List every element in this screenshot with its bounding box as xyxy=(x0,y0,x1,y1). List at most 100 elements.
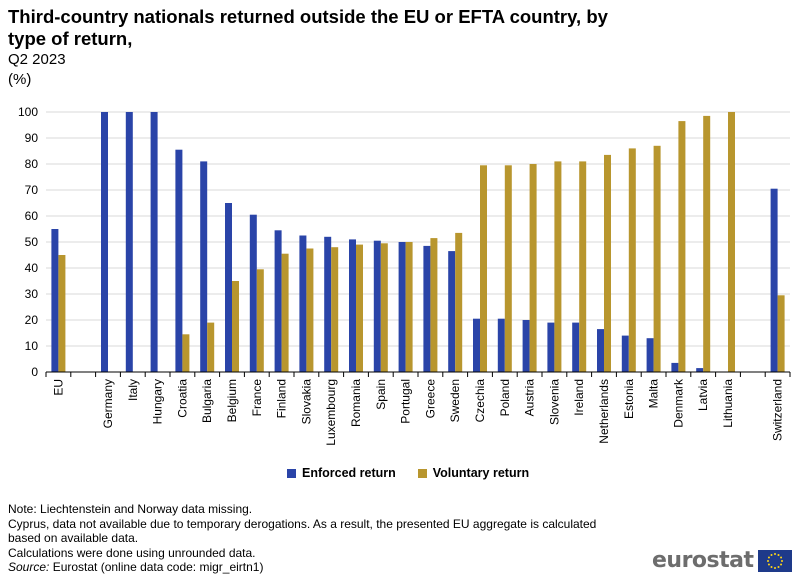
bar-enforced xyxy=(225,203,232,372)
x-tick-label: Latvia xyxy=(696,379,710,411)
flag-star xyxy=(779,563,782,565)
flag-star xyxy=(770,565,773,568)
bar-chart: 0 10 20 30 40 50 60 70 80 90 100 EU Germany Italy Hung… xyxy=(18,105,791,446)
bar-voluntary xyxy=(653,145,661,372)
y-tick-label: 70 xyxy=(25,183,39,197)
x-tick-label: Romania xyxy=(349,379,363,427)
bar-enforced xyxy=(349,239,356,372)
bar-voluntary xyxy=(182,334,190,372)
legend-swatch-voluntary xyxy=(417,468,427,478)
bar-enforced xyxy=(497,318,505,372)
bar-voluntary xyxy=(58,255,66,372)
x-tick-label: Bulgaria xyxy=(200,379,214,423)
bar-enforced xyxy=(200,161,208,372)
y-tick-label: 80 xyxy=(25,157,39,171)
bar-voluntary xyxy=(207,322,215,372)
flag-star xyxy=(777,553,780,556)
y-tick-label: 20 xyxy=(25,313,39,327)
legend-swatch-enforced xyxy=(287,468,296,478)
x-tick-label: Czechia xyxy=(473,379,487,423)
bar-enforced xyxy=(398,242,406,372)
bar-voluntary xyxy=(232,281,239,372)
eurostat-logo: eurostat xyxy=(652,548,792,573)
chart-title: Third-country nationals returned outside… xyxy=(8,6,608,49)
bar-voluntary xyxy=(579,161,587,372)
x-tick-label: Hungary xyxy=(151,379,165,424)
bar-enforced xyxy=(150,112,158,372)
bar-enforced xyxy=(423,245,431,372)
bar-enforced xyxy=(274,230,282,372)
y-tick-label: 50 xyxy=(25,235,39,249)
bar-enforced xyxy=(125,112,133,372)
x-tick-label: Austria xyxy=(523,379,537,417)
x-tick-label: Poland xyxy=(498,379,512,416)
bar-enforced xyxy=(175,149,183,372)
bar-enforced xyxy=(373,240,381,372)
x-tick-label: Malta xyxy=(647,379,661,409)
bar-enforced xyxy=(249,214,257,372)
legend-label-voluntary: Voluntary return xyxy=(432,466,530,480)
y-tick-label: 100 xyxy=(18,105,38,119)
bar-enforced xyxy=(696,368,704,372)
x-tick-label: Germany xyxy=(101,379,115,428)
flag-star xyxy=(770,553,773,556)
flag-star xyxy=(773,566,776,569)
bar-enforced xyxy=(597,329,604,372)
bar-voluntary xyxy=(504,165,512,372)
bar-enforced xyxy=(299,235,307,372)
x-tick-label: Italy xyxy=(126,379,140,401)
flag-star xyxy=(777,565,780,568)
legend: Enforced return Voluntary return xyxy=(287,466,529,480)
x-tick-label: Switzerland xyxy=(771,379,785,441)
y-tick-label: 10 xyxy=(25,339,39,353)
x-tick-label: France xyxy=(250,379,264,417)
x-tick-label: Sweden xyxy=(448,379,462,422)
x-tick-label: Netherlands xyxy=(597,379,611,444)
flag-star xyxy=(766,559,769,562)
x-tick-label: Finland xyxy=(275,379,289,418)
x-tick-label: Portugal xyxy=(399,379,413,424)
bar-enforced xyxy=(101,112,108,372)
y-tick-label: 90 xyxy=(25,131,39,145)
flag-star xyxy=(767,556,770,558)
bar-enforced xyxy=(522,320,530,372)
x-tick-label: Croatia xyxy=(175,379,189,418)
x-tick-label: Greece xyxy=(423,379,437,419)
source-label: Source: xyxy=(8,560,50,574)
bar-voluntary xyxy=(430,238,438,372)
bar-enforced xyxy=(621,335,629,372)
x-tick-label: Lithuania xyxy=(721,379,735,428)
bar-voluntary xyxy=(455,232,463,372)
bar-enforced xyxy=(51,229,59,372)
bar-voluntary xyxy=(777,295,785,372)
flag-star xyxy=(780,559,783,562)
bar-voluntary xyxy=(703,115,711,373)
legend-item-enforced: Enforced return xyxy=(287,466,396,480)
bar-voluntary xyxy=(281,253,289,372)
bar-enforced xyxy=(770,188,778,372)
bar-voluntary xyxy=(380,243,388,372)
logo-text: eurostat xyxy=(652,548,754,573)
y-tick-label: 0 xyxy=(31,365,38,379)
bar-voluntary xyxy=(529,164,537,372)
bar-enforced xyxy=(547,322,555,372)
flag-star xyxy=(779,556,782,558)
bar-voluntary xyxy=(256,269,264,372)
x-tick-label: Slovenia xyxy=(547,379,561,425)
note-line: Cyprus, data not available due to tempor… xyxy=(8,516,597,531)
bar-voluntary xyxy=(554,161,562,372)
x-tick-label: Ireland xyxy=(572,379,586,416)
bar-enforced xyxy=(572,322,580,372)
bar-voluntary xyxy=(331,247,339,372)
chart-unit: (%) xyxy=(8,71,32,88)
x-tick-label: Luxembourg xyxy=(324,379,338,446)
bar-voluntary xyxy=(604,154,611,372)
flag-star xyxy=(767,563,770,565)
bar-voluntary xyxy=(356,244,363,372)
bar-voluntary xyxy=(480,165,487,372)
y-tick-label: 40 xyxy=(25,261,39,275)
legend-label-enforced: Enforced return xyxy=(302,466,396,480)
bar-voluntary xyxy=(405,242,413,372)
bar-enforced xyxy=(448,251,456,372)
x-tick-label: Denmark xyxy=(671,378,685,428)
